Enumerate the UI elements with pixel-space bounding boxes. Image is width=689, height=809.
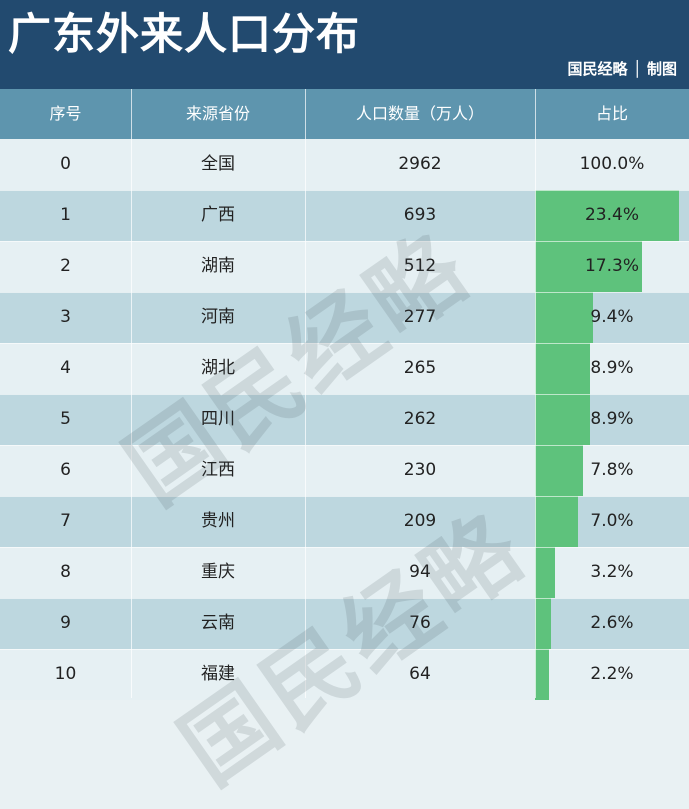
cell-population: 76 (409, 613, 431, 633)
cell-share: 2.6% (590, 613, 634, 633)
cell-province: 云南 (201, 613, 235, 633)
share-bar (535, 598, 552, 649)
table-row: 3 河南 277 9.4% (0, 292, 689, 343)
title-banner: 广东外来人口分布 国民经略 │ 制图 (0, 0, 689, 89)
cell-province: 湖南 (201, 256, 235, 276)
table-row: 0 全国 2962 100.0% (0, 139, 689, 190)
cell-share: 17.3% (584, 256, 639, 276)
table-row: 7 贵州 209 7.0% (0, 496, 689, 547)
cell-population: 94 (409, 562, 431, 582)
table-row: 8 重庆 94 3.2% (0, 547, 689, 598)
share-bar (535, 190, 680, 241)
cell-province: 贵州 (201, 511, 235, 531)
row-divider (0, 241, 689, 242)
cell-province: 广西 (201, 205, 235, 225)
cell-index: 6 (60, 460, 71, 480)
cell-share: 7.8% (590, 460, 634, 480)
cell-population: 265 (403, 358, 437, 378)
table-header-row: 序号 来源省份 人口数量（万人） 占比 (0, 89, 689, 139)
cell-population: 262 (403, 409, 437, 429)
cell-province: 湖北 (201, 358, 235, 378)
table-row: 5 四川 262 8.9% (0, 394, 689, 445)
cell-province: 全国 (201, 154, 235, 174)
cell-share: 8.9% (590, 409, 634, 429)
cell-population: 2962 (398, 154, 442, 174)
table-row: 4 湖北 265 8.9% (0, 343, 689, 394)
share-bar (535, 241, 642, 292)
page-title: 广东外来人口分布 (8, 10, 360, 60)
column-divider (305, 89, 306, 698)
row-divider (0, 445, 689, 446)
cell-province: 江西 (201, 460, 235, 480)
cell-province: 福建 (201, 664, 235, 684)
cell-share: 2.2% (590, 664, 634, 684)
row-divider (0, 292, 689, 293)
source-credit: 国民经略 │ 制图 (567, 60, 677, 78)
cell-index: 9 (60, 613, 71, 633)
cell-index: 7 (60, 511, 71, 531)
cell-share: 7.0% (590, 511, 634, 531)
table-row: 1 广西 693 23.4% (0, 190, 689, 241)
share-bar (535, 547, 555, 598)
cell-index: 4 (60, 358, 71, 378)
cell-province: 四川 (201, 409, 235, 429)
row-divider (0, 394, 689, 395)
column-header-index: 序号 (49, 104, 82, 123)
cell-province: 重庆 (201, 562, 235, 582)
cell-index: 1 (60, 205, 71, 225)
share-bar (535, 292, 593, 343)
cell-population: 693 (403, 205, 437, 225)
row-divider (0, 190, 689, 191)
cell-share: 3.2% (590, 562, 634, 582)
cell-population: 230 (403, 460, 437, 480)
cell-index: 10 (54, 664, 77, 684)
column-header-population: 人口数量（万人） (355, 104, 484, 123)
cell-index: 8 (60, 562, 71, 582)
share-bar (535, 343, 590, 394)
table-row: 9 云南 76 2.6% (0, 598, 689, 649)
cell-share: 100.0% (579, 154, 645, 174)
cell-population: 64 (409, 664, 431, 684)
cell-index: 0 (60, 154, 71, 174)
cell-share: 23.4% (584, 205, 639, 225)
column-divider (535, 89, 536, 698)
cell-share: 9.4% (590, 307, 634, 327)
cell-population: 277 (403, 307, 437, 327)
cell-index: 3 (60, 307, 71, 327)
cell-index: 5 (60, 409, 71, 429)
share-bar (535, 496, 579, 547)
row-divider (0, 343, 689, 344)
share-bar (535, 445, 584, 496)
table-row: 2 湖南 512 17.3% (0, 241, 689, 292)
column-header-province: 来源省份 (185, 104, 250, 123)
share-bar (535, 649, 549, 700)
table-row: 6 江西 230 7.8% (0, 445, 689, 496)
share-bar (535, 394, 590, 445)
column-divider (131, 89, 132, 698)
cell-population: 209 (403, 511, 437, 531)
row-divider (0, 598, 689, 599)
row-divider (0, 547, 689, 548)
cell-province: 河南 (201, 307, 235, 327)
table-row: 10 福建 64 2.2% (0, 649, 689, 700)
cell-share: 8.9% (590, 358, 634, 378)
row-divider (0, 496, 689, 497)
cell-index: 2 (60, 256, 71, 276)
column-header-share: 占比 (595, 104, 628, 123)
row-divider (0, 649, 689, 650)
cell-population: 512 (403, 256, 437, 276)
